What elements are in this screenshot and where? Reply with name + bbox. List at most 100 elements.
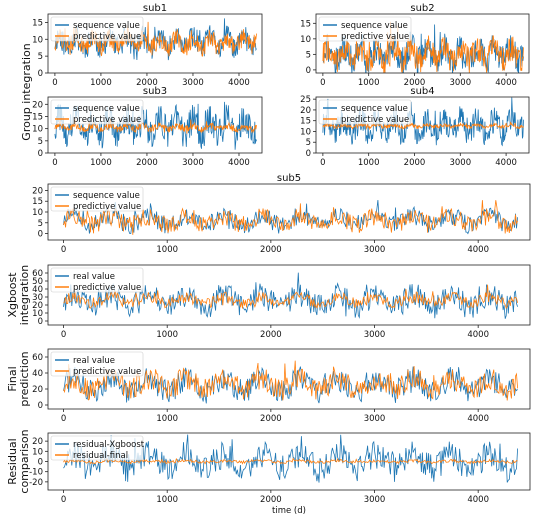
x-tick-label-sub3-1: 1000 <box>90 158 112 168</box>
group-integration-label: Group integration <box>20 43 33 140</box>
x-tick-label-sub3-0: 0 <box>52 158 57 168</box>
x-tick-label-sub5-3: 3000 <box>364 245 386 255</box>
y-tick-label-final-0: 0 <box>38 401 43 411</box>
x-tick-label-resid-2: 2000 <box>260 495 282 505</box>
x-axis-label-resid: time (d) <box>272 506 306 516</box>
x-tick-label-sub2-3: 3000 <box>449 78 471 88</box>
x-tick-label-sub4-1: 1000 <box>358 158 380 168</box>
y-tick-label-sub5-2: 10 <box>32 208 43 218</box>
x-tick-label-sub1-4: 4000 <box>228 78 250 88</box>
series-line-final-1 <box>63 360 518 401</box>
y-tick-label-sub3-0: 0 <box>38 149 43 159</box>
legend-label-xgb-0: real value <box>73 272 115 282</box>
x-tick-label-sub5-0: 0 <box>61 245 66 255</box>
series-line-xgb-0 <box>63 272 518 319</box>
y-tick-label-xgb-6: 60 <box>32 269 43 279</box>
panel-title-sub1: sub1 <box>143 3 167 14</box>
y-tick-label-sub4-4: 20 <box>300 106 311 116</box>
legend-label-sub4-0: sequence value <box>341 104 408 114</box>
x-tick-label-xgb-1: 1000 <box>156 330 178 340</box>
legend-label-sub4-1: predictive value <box>341 115 409 125</box>
x-tick-label-sub1-1: 1000 <box>90 78 112 88</box>
y-tick-label-sub2-1: 5 <box>306 50 311 60</box>
legend-label-sub2-1: predictive value <box>341 32 409 42</box>
legend-label-sub5-0: sequence value <box>73 191 140 201</box>
y-tick-label-final-3: 60 <box>32 353 43 363</box>
x-tick-label-sub2-2: 2000 <box>404 78 426 88</box>
legend-label-final-1: predictive value <box>73 367 141 377</box>
y-tick-label-sub3-4: 20 <box>32 100 43 110</box>
series-line-resid-1 <box>63 457 518 465</box>
legend-label-sub1-0: sequence value <box>73 21 140 31</box>
y-tick-label-sub3-3: 15 <box>32 112 43 122</box>
y-axis-label-resid: Residualcomparison <box>6 429 31 493</box>
y-tick-label-xgb-0: 0 <box>38 317 43 327</box>
x-tick-label-sub2-1: 1000 <box>358 78 380 88</box>
legend-label-sub3-1: predictive value <box>73 115 141 125</box>
axes-frame-xgb <box>47 264 531 326</box>
x-tick-label-final-3: 3000 <box>364 414 386 424</box>
x-tick-label-final-4: 4000 <box>467 414 489 424</box>
y-axis-label-xgb: Xgboostintegration <box>6 265 31 325</box>
x-tick-label-final-0: 0 <box>61 414 66 424</box>
y-tick-label-sub1-2: 10 <box>32 35 43 45</box>
x-tick-label-sub1-2: 2000 <box>136 78 158 88</box>
y-tick-label-sub1-0: 0 <box>38 69 43 79</box>
axes-frame-sub1 <box>47 13 263 74</box>
axes-frame-sub3 <box>47 96 263 154</box>
legend-label-xgb-1: predictive value <box>73 283 141 293</box>
legend-label-sub1-1: predictive value <box>73 32 141 42</box>
y-tick-label-resid-1: -10 <box>29 468 43 478</box>
x-tick-label-final-1: 1000 <box>156 414 178 424</box>
y-tick-label-sub2-3: 15 <box>300 19 311 29</box>
y-tick-label-xgb-5: 50 <box>32 277 43 287</box>
legend-label-sub5-1: predictive value <box>73 202 141 212</box>
x-tick-label-xgb-2: 2000 <box>260 330 282 340</box>
x-tick-label-sub3-3: 3000 <box>182 158 204 168</box>
series-line-sub3-0 <box>54 101 257 150</box>
y-tick-label-sub4-3: 15 <box>300 117 311 127</box>
panel-title-sub2: sub2 <box>410 3 434 14</box>
x-tick-label-xgb-4: 4000 <box>467 330 489 340</box>
panel-title-sub4: sub4 <box>410 86 434 97</box>
y-tick-label-resid-4: 20 <box>32 437 43 447</box>
x-tick-label-sub4-0: 0 <box>320 158 325 168</box>
series-line-sub4-1 <box>322 121 524 131</box>
x-tick-label-resid-4: 4000 <box>467 495 489 505</box>
y-tick-label-sub5-0: 0 <box>38 230 43 240</box>
y-tick-label-xgb-1: 10 <box>32 309 43 319</box>
axes-frame-sub2 <box>315 13 530 74</box>
y-tick-label-final-2: 40 <box>32 369 43 379</box>
axes-frame-sub4 <box>315 96 530 154</box>
legend-label-sub3-0: sequence value <box>73 104 140 114</box>
series-line-sub5-1 <box>63 200 518 235</box>
y-tick-label-xgb-2: 20 <box>32 301 43 311</box>
y-tick-label-sub2-2: 10 <box>300 35 311 45</box>
x-tick-label-resid-3: 3000 <box>364 495 386 505</box>
x-tick-label-sub2-4: 4000 <box>495 78 517 88</box>
y-tick-label-resid-3: 10 <box>32 447 43 457</box>
legend-label-resid-0: residual-Xgboost <box>73 440 145 450</box>
x-tick-label-final-2: 2000 <box>260 414 282 424</box>
x-tick-label-sub1-0: 0 <box>52 78 57 88</box>
x-tick-label-sub5-1: 1000 <box>156 245 178 255</box>
series-line-sub1-1 <box>54 21 257 57</box>
y-tick-label-xgb-4: 40 <box>32 285 43 295</box>
x-tick-label-resid-1: 1000 <box>156 495 178 505</box>
legend-label-resid-1: residual-final <box>73 451 128 461</box>
x-tick-label-sub3-4: 4000 <box>228 158 250 168</box>
axes-frame-final <box>47 348 531 410</box>
panel-sub4: 0 1000 2000 3000 40000510152025sub4sequence … <box>300 86 530 168</box>
y-tick-label-sub3-2: 10 <box>32 125 43 135</box>
